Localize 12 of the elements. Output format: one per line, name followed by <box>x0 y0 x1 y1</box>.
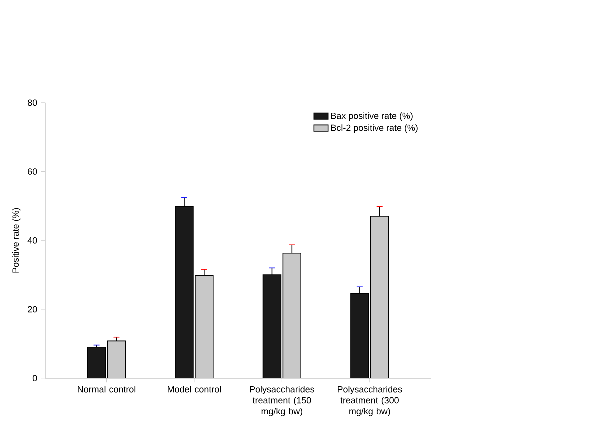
y-tick-label: 0 <box>32 375 38 382</box>
y-tick-label: 40 <box>28 238 38 244</box>
y-tick-label: 60 <box>28 168 38 176</box>
x-tick-label: Polysaccharides treatment (150 mg/kg bw) <box>250 386 314 416</box>
y-tick-label: 80 <box>28 100 38 106</box>
y-axis-title: Positive rate (%) <box>12 208 21 273</box>
legend-label: Bax positive rate (%) <box>331 112 413 122</box>
y-tick-label: 20 <box>28 306 38 313</box>
x-tick-label: Polysaccharides treatment (300 mg/kg bw) <box>338 386 402 416</box>
x-tick-label: Normal control <box>78 386 136 393</box>
x-tick-label: Model control <box>168 386 222 393</box>
legend-label: Bcl-2 positive rate (%) <box>331 124 418 134</box>
